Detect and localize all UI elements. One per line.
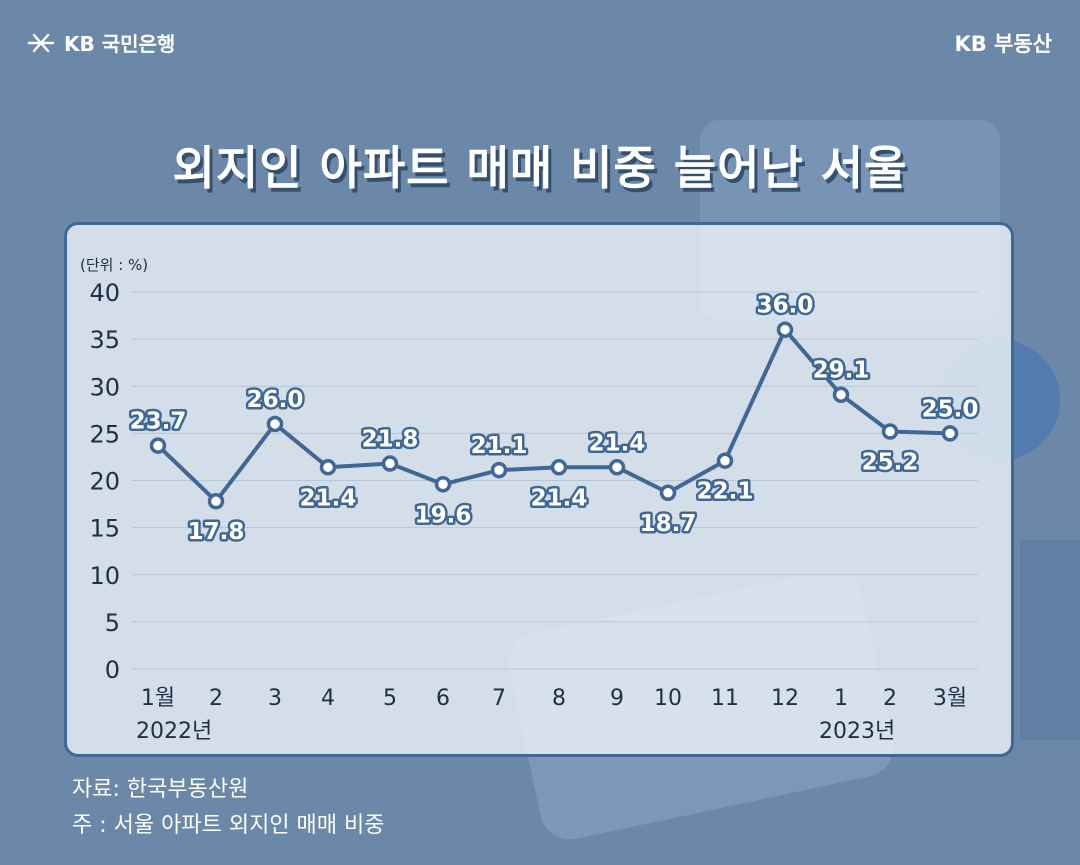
data-label: 25.0	[922, 396, 979, 422]
note-line: 주 : 서울 아파트 외지인 매매 비중	[72, 813, 385, 838]
x-tick-label: 10	[654, 686, 682, 711]
y-tick-label: 5	[105, 609, 120, 637]
data-label: 18.7	[640, 511, 697, 537]
data-label: 17.8	[188, 519, 245, 545]
series-line	[156, 327, 951, 504]
x-tick-label: 7	[492, 686, 506, 711]
x-tick-label: 3월	[933, 686, 967, 711]
data-point	[149, 437, 167, 454]
data-label: 21.8	[362, 427, 419, 453]
data-label: 23.7	[130, 409, 187, 435]
source-line: 자료: 한국부동산원	[72, 777, 249, 802]
x-tick-label: 1월	[141, 686, 175, 711]
x-tick-label: 11	[711, 686, 739, 711]
unit-label: (단위 : %)	[80, 256, 149, 274]
x-tick-label: 12	[771, 686, 799, 711]
data-point	[941, 425, 959, 442]
data-label: 21.4	[531, 485, 588, 511]
x-tick-label: 8	[552, 686, 566, 711]
kb-real-estate-brand: KB 부동산	[954, 32, 1052, 56]
y-tick-label: 30	[89, 373, 120, 401]
x-tick-label: 3	[268, 686, 282, 711]
x-tick-label: 4	[321, 686, 335, 711]
data-label: 21.4	[300, 485, 357, 511]
data-label: 19.6	[415, 502, 472, 528]
source-notes: 자료: 한국부동산원 주 : 서울 아파트 외지인 매매 비중	[72, 772, 385, 844]
y-tick-label: 35	[89, 326, 120, 354]
data-point	[434, 476, 452, 493]
data-point	[608, 459, 626, 476]
x-tick-label: 2	[209, 686, 223, 711]
data-point	[832, 386, 850, 403]
x-tick-label: 1	[834, 686, 848, 711]
data-point	[659, 484, 677, 502]
y-tick-label: 15	[89, 515, 120, 543]
data-label: 22.1	[697, 479, 754, 505]
y-tick-label: 10	[89, 562, 120, 590]
y-tick-label: 0	[105, 656, 120, 684]
x-tick-label: 2	[883, 686, 897, 711]
data-point	[490, 461, 508, 479]
y-tick-label: 25	[89, 420, 120, 448]
data-point	[776, 321, 794, 338]
data-point	[716, 452, 734, 469]
data-label: 26.0	[247, 387, 304, 413]
x-tick-label: 9	[610, 686, 624, 711]
data-point	[881, 423, 899, 440]
data-point	[319, 459, 337, 476]
year-label: 2023년	[819, 719, 895, 744]
y-tick-label: 40	[89, 279, 120, 307]
chart-panel	[64, 222, 1014, 757]
logo-text: KB 국민은행	[64, 32, 176, 56]
data-point	[381, 455, 399, 472]
kb-star-icon	[27, 33, 55, 52]
data-label: 29.1	[813, 358, 870, 384]
data-label: 21.4	[589, 430, 646, 456]
page-title: 외지인 아파트 매매 비중 늘어난 서울	[172, 141, 908, 195]
data-label: 21.1	[471, 433, 528, 459]
data-label: 36.0	[757, 293, 814, 319]
data-point	[266, 415, 284, 433]
data-label: 25.2	[862, 449, 919, 475]
x-tick-label: 5	[383, 686, 397, 711]
x-tick-label: 6	[436, 686, 450, 711]
data-point	[207, 492, 225, 510]
kb-bank-logo: KB 국민은행	[26, 28, 175, 57]
data-point	[550, 459, 568, 476]
year-label: 2022년	[136, 719, 212, 744]
y-tick-label: 20	[89, 468, 120, 496]
